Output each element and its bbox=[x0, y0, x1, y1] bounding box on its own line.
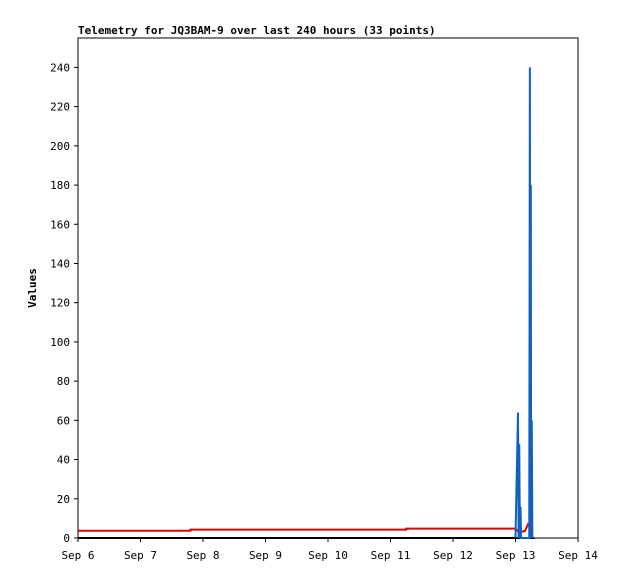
x-tick-label: Sep 6 bbox=[61, 549, 94, 562]
x-tick-label: Sep 13 bbox=[496, 549, 536, 562]
x-tick-label: Sep 10 bbox=[308, 549, 348, 562]
y-tick-label: 20 bbox=[57, 493, 70, 506]
x-tick-label: Sep 11 bbox=[371, 549, 411, 562]
plot-frame bbox=[77, 37, 579, 539]
x-tick-label: Sep 7 bbox=[124, 549, 157, 562]
y-tick-label: 220 bbox=[50, 101, 70, 114]
x-tick-label: Sep 8 bbox=[186, 549, 219, 562]
series-line bbox=[514, 67, 534, 539]
x-tick-label: Sep 12 bbox=[433, 549, 473, 562]
y-tick-label: 100 bbox=[50, 336, 70, 349]
y-tick-label: 180 bbox=[50, 179, 70, 192]
y-tick-label: 240 bbox=[50, 61, 70, 74]
y-tick-label: 80 bbox=[57, 375, 70, 388]
x-tick-label: Sep 9 bbox=[249, 549, 282, 562]
y-tick-label: 200 bbox=[50, 140, 70, 153]
x-tick-label: Sep 14 bbox=[558, 549, 598, 562]
y-tick-label: 40 bbox=[57, 454, 70, 467]
y-tick-label: 60 bbox=[57, 414, 70, 427]
chart-title: Telemetry for JQ3BAM-9 over last 240 hou… bbox=[78, 24, 436, 37]
y-tick-label: 160 bbox=[50, 218, 70, 231]
y-tick-label: 120 bbox=[50, 297, 70, 310]
y-tick-label: 140 bbox=[50, 257, 70, 270]
y-tick-label: 0 bbox=[63, 532, 70, 545]
y-axis-label: Values bbox=[26, 268, 39, 308]
series-line bbox=[78, 522, 532, 534]
